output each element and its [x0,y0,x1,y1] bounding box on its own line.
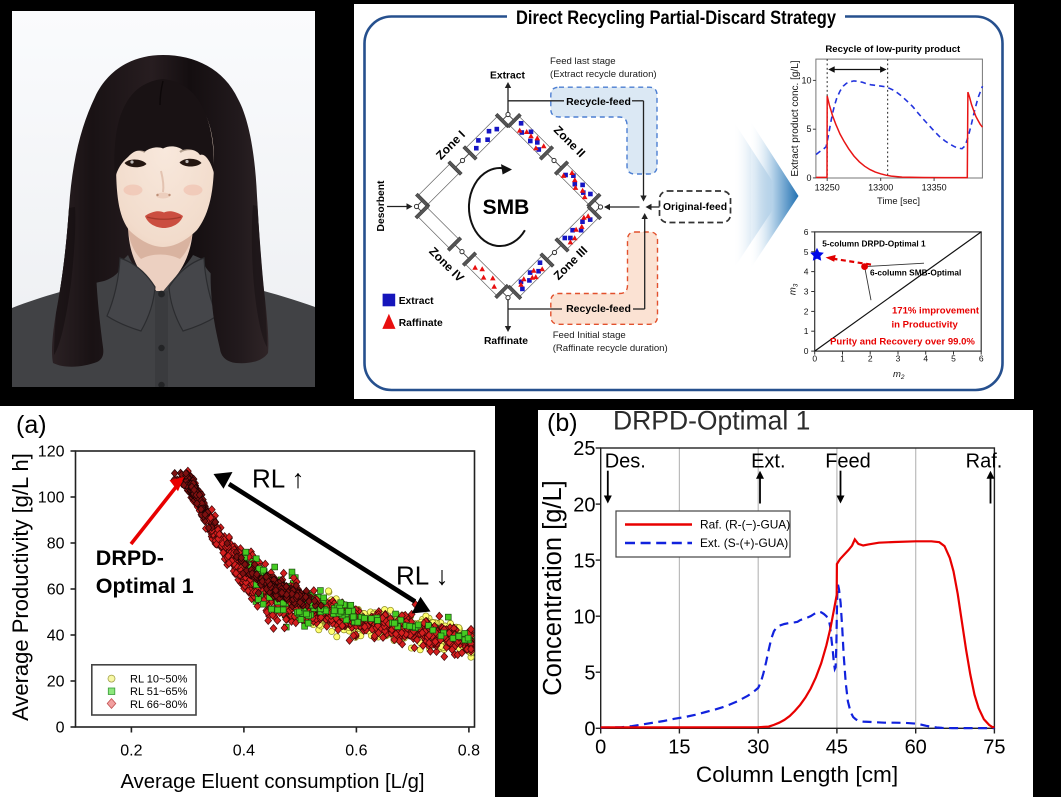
svg-text:DRPD-Optimal 1: DRPD-Optimal 1 [613,410,810,436]
svg-text:0: 0 [56,720,65,737]
svg-text:Purity and Recovery over 99.0%: Purity and Recovery over 99.0% [830,336,975,347]
svg-text:45: 45 [826,737,848,759]
svg-text:RL 66~80%: RL 66~80% [130,699,188,711]
svg-text:3: 3 [896,354,901,364]
svg-text:75: 75 [983,737,1005,759]
svg-text:0: 0 [584,719,595,741]
svg-text:Raffinate: Raffinate [484,336,528,347]
svg-text:6: 6 [979,354,984,364]
svg-text:Feed last stage: Feed last stage [550,56,616,67]
svg-text:20: 20 [47,674,65,691]
svg-text:1: 1 [840,354,845,364]
svg-text:1: 1 [804,326,809,336]
svg-text:5: 5 [806,124,811,134]
svg-text:5: 5 [584,662,595,684]
svg-text:60: 60 [905,737,927,759]
svg-text:RL 51~65%: RL 51~65% [130,686,188,698]
svg-text:DRPD-: DRPD- [96,546,164,570]
svg-text:0.4: 0.4 [233,743,255,760]
svg-text:0: 0 [804,346,809,356]
svg-text:60: 60 [47,582,65,599]
svg-text:5-column DRPD-Optimal 1: 5-column DRPD-Optimal 1 [822,239,926,249]
svg-text:m2: m2 [893,369,905,381]
svg-text:15: 15 [573,550,595,572]
svg-text:m3: m3 [788,283,800,295]
svg-text:Extract: Extract [399,296,434,307]
svg-text:0: 0 [806,173,811,183]
svg-text:120: 120 [38,444,65,461]
svg-text:2: 2 [804,306,809,316]
svg-text:Raf. (R-(−)-GUA): Raf. (R-(−)-GUA) [700,518,790,532]
svg-text:Desorbent: Desorbent [376,180,387,231]
svg-text:Column Length [cm]: Column Length [cm] [696,762,898,787]
svg-text:Extract: Extract [490,71,525,82]
svg-text:(b): (b) [547,410,578,437]
svg-text:100: 100 [38,490,65,507]
svg-text:Direct Recycling Partial-Disca: Direct Recycling Partial-Discard Strateg… [516,7,836,29]
svg-text:Feed Initial stage: Feed Initial stage [553,330,626,341]
svg-text:Feed: Feed [825,451,871,473]
svg-text:10: 10 [573,606,595,628]
svg-text:3: 3 [804,287,809,297]
svg-text:Average Productivity [g/L h]: Average Productivity [g/L h] [8,453,33,721]
svg-text:Recycle of low-purity product: Recycle of low-purity product [825,44,961,55]
svg-text:Recycle-feed: Recycle-feed [566,96,631,108]
svg-text:Optimal 1: Optimal 1 [96,574,194,598]
svg-text:6: 6 [804,227,809,237]
svg-text:40: 40 [47,628,65,645]
svg-text:6-column SMB-Optimal: 6-column SMB-Optimal [870,268,961,278]
svg-text:(Extract recycle duration): (Extract recycle duration) [550,69,657,80]
svg-text:0.8: 0.8 [458,743,480,760]
svg-text:80: 80 [47,536,65,553]
svg-text:SMB: SMB [483,196,530,219]
svg-text:25: 25 [573,438,595,460]
svg-text:Concentration [g/L]: Concentration [g/L] [539,480,567,695]
svg-text:0: 0 [812,354,817,364]
svg-text:5: 5 [951,354,956,364]
svg-text:Zone I: Zone I [433,128,468,163]
svg-text:(a): (a) [16,411,47,439]
svg-text:10: 10 [801,75,811,85]
svg-text:20: 20 [573,494,595,516]
svg-text:13250: 13250 [815,183,840,193]
svg-text:Des.: Des. [605,451,646,473]
svg-text:4: 4 [804,267,809,277]
svg-text:13300: 13300 [868,183,893,193]
svg-text:in Productivity: in Productivity [892,320,959,331]
svg-text:Extract product conc. [g/L]: Extract product conc. [g/L] [790,60,801,176]
svg-text:30: 30 [747,737,769,759]
svg-text:Zone II: Zone II [551,123,588,160]
svg-text:171% improvement: 171% improvement [892,306,980,317]
svg-text:0.2: 0.2 [120,743,142,760]
svg-text:Original-feed: Original-feed [663,202,727,213]
svg-text:RL ↓: RL ↓ [396,561,449,591]
svg-text:4: 4 [923,354,928,364]
svg-text:15: 15 [668,737,690,759]
svg-text:2: 2 [868,354,873,364]
svg-text:Average Eluent consumption [L/: Average Eluent consumption [L/g] [120,771,424,793]
svg-text:13350: 13350 [922,183,947,193]
svg-text:5: 5 [804,247,809,257]
svg-text:0: 0 [595,737,606,759]
svg-text:0.6: 0.6 [345,743,367,760]
svg-text:Raf.: Raf. [966,451,1003,473]
svg-text:(Raffinate recycle duration): (Raffinate recycle duration) [553,343,668,354]
svg-text:Ext. (S-(+)-GUA): Ext. (S-(+)-GUA) [700,536,788,550]
svg-text:Raffinate: Raffinate [399,318,443,329]
svg-text:Recycle-feed: Recycle-feed [566,303,631,315]
svg-text:Time [sec]: Time [sec] [877,195,920,206]
svg-text:RL ↑: RL ↑ [252,464,305,494]
svg-text:Ext.: Ext. [751,451,785,473]
svg-text:RL 10~50%: RL 10~50% [130,674,188,686]
